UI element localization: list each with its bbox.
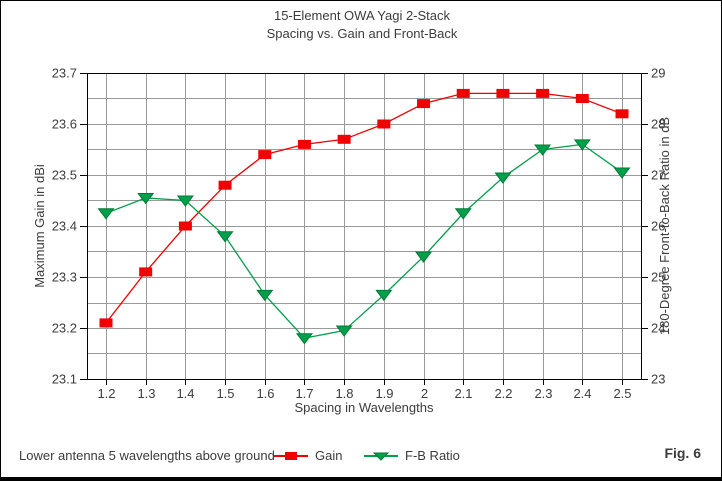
legend-label-gain: Gain (315, 448, 343, 463)
y-axis-tick-label-left: 23.4 (52, 219, 77, 234)
y-axis-tick-label-right: 26 (651, 219, 665, 234)
series-marker-fb-ratio (256, 289, 274, 302)
x-axis-tick-label: 1.9 (375, 386, 393, 401)
figure-number: Fig. 6 (664, 445, 701, 461)
gain-series-marker-icon (274, 451, 308, 460)
series-marker-fb-ratio (97, 208, 115, 220)
series-marker-fb-ratio (176, 195, 194, 207)
x-axis-tick-label: 1.5 (216, 386, 234, 401)
legend-item-fb-ratio: F-B Ratio (364, 448, 460, 463)
chart-title-line1: 15-Element OWA Yagi 2-Stack (273, 8, 451, 23)
series-marker-fb-ratio (137, 192, 155, 205)
series-marker-gain (575, 94, 589, 103)
series-marker-gain (178, 221, 192, 231)
x-axis-tick-label: 1.2 (97, 386, 115, 401)
series-marker-gain (99, 318, 113, 328)
y-axis-tick-label-left: 23.6 (52, 117, 77, 132)
y-axis-tick-label-right: 27 (651, 168, 665, 183)
series-marker-fb-ratio (335, 325, 353, 337)
y-axis-tick-label-left: 23.3 (52, 270, 77, 285)
x-axis-tick-label: 2.5 (613, 386, 631, 401)
y-axis-tick-label-right: 24 (651, 321, 665, 336)
fb-series-marker-icon (364, 452, 398, 461)
y-axis-tick-label-right: 25 (651, 270, 665, 285)
series-marker-fb-ratio (216, 231, 234, 243)
y-axis-label-right: 180-Degree Front-to-Back Ratio in dB (657, 116, 672, 336)
series-marker-gain (258, 150, 272, 160)
series-line-fb-ratio (105, 143, 623, 339)
series-marker-fb-ratio (494, 172, 512, 184)
legend-label-fb-ratio: F-B Ratio (405, 448, 460, 463)
series-marker-gain (536, 88, 550, 98)
series-marker-gain (456, 88, 470, 98)
x-axis-tick-label: 1.6 (256, 386, 274, 401)
series-marker-gain (496, 88, 510, 98)
series-marker-fb-ratio (415, 251, 433, 263)
series-marker-gain (139, 267, 153, 277)
series-marker-gain (337, 134, 351, 144)
x-axis-tick-label: 2.3 (534, 386, 552, 401)
series-marker-fb-ratio (573, 139, 591, 151)
y-axis-label-left: Maximum Gain in dBi (32, 164, 47, 288)
legend-item-gain: Gain (274, 448, 342, 463)
x-axis-tick-label: 2.2 (494, 386, 512, 401)
y-axis-tick-label-right: 28 (651, 117, 665, 132)
x-axis-tick-label: 2.1 (454, 386, 472, 401)
series-line-gain (105, 92, 623, 324)
y-axis-tick-label-left: 23.2 (52, 321, 77, 336)
y-axis-tick-label-right: 29 (651, 66, 665, 81)
y-axis-tick-label-left: 23.7 (52, 66, 77, 81)
y-axis-tick-label-left: 23.1 (52, 372, 77, 387)
x-axis-tick-label: 1.8 (335, 386, 353, 401)
series-marker-fb-ratio (454, 208, 472, 220)
y-axis-tick-label-left: 23.5 (52, 168, 77, 183)
series-marker-gain (615, 109, 629, 119)
footer-note: Lower antenna 5 wavelengths above ground (19, 448, 275, 463)
series-marker-gain (297, 139, 311, 149)
series-marker-fb-ratio (375, 289, 393, 302)
x-axis-tick-label: 1.3 (137, 386, 155, 401)
series-marker-gain (218, 180, 232, 190)
x-axis-tick-label: 2 (421, 386, 428, 401)
series-marker-fb-ratio (295, 333, 313, 345)
x-axis-tick-label: 2.4 (573, 386, 591, 401)
x-axis-tick-label: 1.7 (295, 386, 313, 401)
series-marker-gain (377, 119, 391, 129)
series-marker-fb-ratio (534, 144, 552, 156)
chart-title-line2: Spacing vs. Gain and Front-Back (266, 26, 458, 41)
series-marker-fb-ratio (613, 167, 631, 179)
y-axis-tick-label-right: 23 (651, 372, 665, 387)
series-marker-gain (417, 99, 431, 109)
x-axis-tick-label: 1.4 (176, 386, 194, 401)
x-axis-label: Spacing in Wavelengths (294, 400, 434, 415)
